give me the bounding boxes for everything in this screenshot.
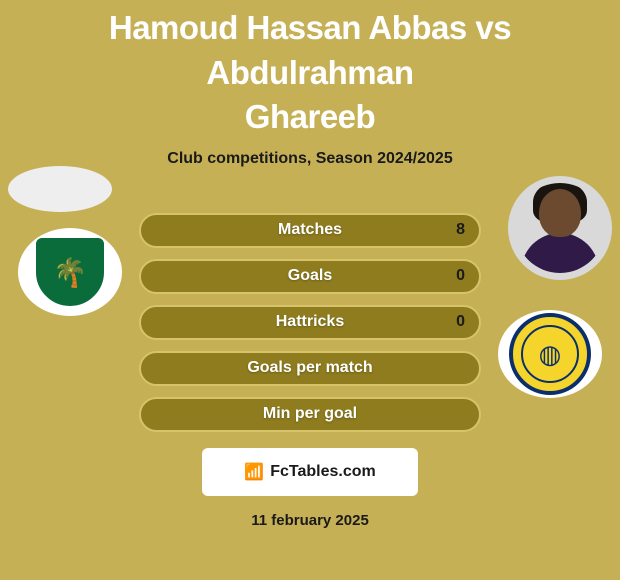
stat-label: Goals per match bbox=[247, 359, 372, 377]
source-watermark: 📶 FcTables.com bbox=[202, 448, 418, 496]
title-line-1: Hamoud Hassan Abbas vs Abdulrahman bbox=[109, 9, 511, 91]
watermark-text: FcTables.com bbox=[270, 463, 376, 481]
club-badge-left: 🌴 bbox=[18, 228, 122, 316]
stat-label: Goals bbox=[288, 267, 332, 285]
stat-row-hattricks: Hattricks 0 bbox=[139, 305, 481, 340]
player-head-icon bbox=[539, 189, 581, 237]
chart-icon: 📶 bbox=[244, 462, 264, 482]
player-2-avatar bbox=[508, 176, 612, 280]
stat-right-value: 0 bbox=[456, 313, 465, 331]
stat-row-goals: Goals 0 bbox=[139, 259, 481, 294]
stat-right-value: 0 bbox=[456, 267, 465, 285]
globe-icon: ◍ bbox=[539, 339, 562, 370]
stat-label: Matches bbox=[278, 221, 342, 239]
al-ahli-badge-icon: 🌴 bbox=[34, 236, 106, 308]
al-nassr-badge-inner-icon: ◍ bbox=[521, 325, 579, 383]
stat-row-goals-per-match: Goals per match bbox=[139, 351, 481, 386]
player-portrait-icon bbox=[515, 183, 605, 273]
stat-row-matches: Matches 8 bbox=[139, 213, 481, 248]
page-subtitle: Club competitions, Season 2024/2025 bbox=[0, 150, 620, 168]
club-badge-right: ◍ bbox=[498, 310, 602, 398]
palm-icon: 🌴 bbox=[53, 256, 88, 289]
content: Hamoud Hassan Abbas vs Abdulrahman Ghare… bbox=[0, 0, 620, 580]
player-1-avatar-placeholder bbox=[8, 166, 112, 212]
stat-right-value: 8 bbox=[456, 221, 465, 239]
al-nassr-badge-icon: ◍ bbox=[509, 313, 591, 395]
title-line-2: Ghareeb bbox=[245, 98, 375, 135]
page-title: Hamoud Hassan Abbas vs Abdulrahman Ghare… bbox=[0, 0, 620, 140]
player-body-icon bbox=[521, 233, 599, 273]
generated-date: 11 february 2025 bbox=[0, 512, 620, 529]
stat-label: Min per goal bbox=[263, 405, 357, 423]
stat-row-min-per-goal: Min per goal bbox=[139, 397, 481, 432]
stat-label: Hattricks bbox=[276, 313, 344, 331]
